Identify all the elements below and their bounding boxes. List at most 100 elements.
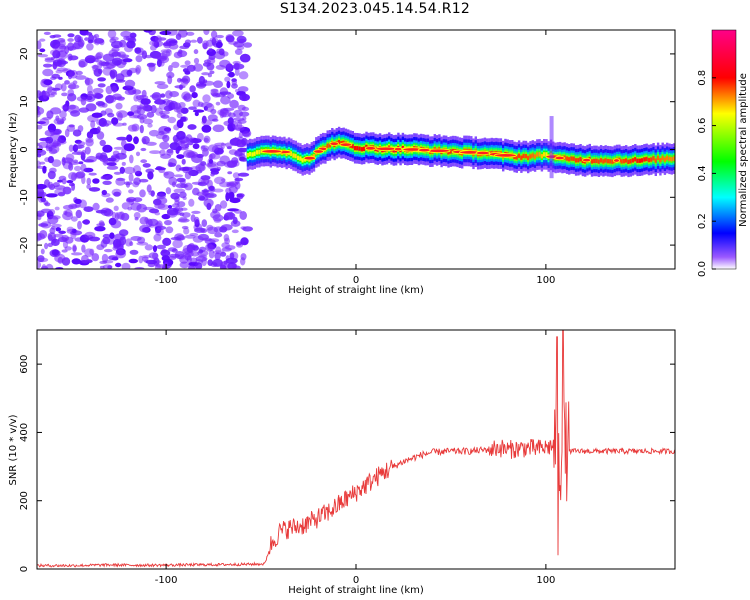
noise-blob (95, 152, 104, 160)
ridge-segment (536, 152, 539, 157)
noise-blob (201, 124, 212, 133)
noise-blob (177, 145, 182, 151)
noise-blob (155, 227, 164, 236)
noise-blob (225, 34, 235, 41)
noise-blob (177, 30, 188, 38)
noise-blob (115, 152, 127, 160)
noise-blob (231, 229, 239, 234)
ridge-peak (375, 146, 397, 151)
ridge-segment (641, 158, 644, 163)
noise-blob (140, 147, 147, 152)
noise-blob (174, 251, 185, 259)
noise-blob (119, 166, 126, 174)
noise-blob (75, 75, 87, 80)
noise-blob (64, 209, 73, 217)
snr-line (37, 330, 675, 568)
noise-blob (184, 171, 192, 180)
noise-blob (146, 184, 152, 193)
noise-blob (49, 35, 56, 39)
noise-blob (102, 180, 112, 185)
noise-blob (192, 109, 205, 113)
noise-blob (96, 126, 101, 133)
noise-blob (184, 39, 192, 45)
noise-blob (233, 109, 244, 118)
noise-blob (167, 205, 173, 209)
noise-blob (181, 158, 186, 165)
noise-blob (192, 137, 198, 143)
noise-blob (140, 98, 151, 105)
noise-blob (227, 171, 233, 175)
noise-blob (142, 118, 154, 125)
noise-blob (69, 183, 75, 187)
noise-blob (228, 149, 238, 156)
noise-blob (202, 94, 211, 103)
y-tick-label: -20 (19, 237, 30, 253)
ridge-segment (631, 158, 635, 163)
noise-blob (116, 211, 124, 220)
noise-blob (59, 110, 67, 119)
noise-blob (193, 57, 200, 65)
noise-blob (116, 136, 128, 141)
noise-blob (232, 216, 238, 225)
noise-blob (202, 40, 209, 49)
ridge-segment (634, 157, 637, 162)
colorbar-tick-label: 0.6 (697, 118, 708, 134)
noise-blob (123, 35, 130, 41)
ridge-segment (625, 158, 628, 163)
noise-blob (68, 162, 74, 171)
noise-blob (138, 255, 144, 264)
noise-blob (59, 118, 65, 124)
noise-blob (139, 124, 144, 134)
noise-blob (48, 234, 53, 242)
noise-blob (189, 85, 196, 93)
top-x-axis-label: Height of straight line (km) (288, 285, 424, 296)
noise-blob (43, 31, 51, 35)
noise-blob (116, 110, 128, 118)
noise-blob (163, 171, 169, 176)
noise-blob (241, 137, 248, 146)
noise-blob (68, 104, 76, 110)
ridge-segment (363, 146, 366, 151)
noise-blob (107, 112, 115, 118)
noise-blob (106, 157, 117, 162)
noise-blob (193, 49, 199, 55)
noise-blob (223, 234, 230, 242)
noise-blob (77, 220, 82, 230)
noise-blob (178, 167, 190, 171)
noise-blob (42, 68, 54, 77)
noise-blob (139, 189, 146, 198)
noise-blob (135, 55, 143, 63)
noise-blob (62, 204, 74, 210)
ridge-segment (533, 154, 537, 159)
ridge-segment (246, 152, 250, 158)
noise-blob (240, 237, 249, 246)
noise-blob (86, 155, 97, 163)
noise-blob (192, 187, 200, 196)
ridge-segment (290, 151, 293, 156)
noise-blob (210, 168, 220, 172)
noise-blob (227, 191, 235, 200)
ridge-segment (328, 143, 332, 148)
noise-blob (191, 210, 201, 214)
noise-blob (88, 236, 101, 242)
noise-blob (144, 105, 153, 112)
noise-blob (50, 49, 58, 56)
noise-blob (188, 264, 196, 269)
noise-blob (167, 75, 173, 85)
noise-blob (209, 37, 219, 43)
noise-blob (37, 54, 49, 58)
ridge-segment (593, 158, 596, 164)
noise-blob (212, 92, 221, 98)
noise-blob (233, 62, 240, 71)
noise-blob (39, 48, 46, 53)
ridge-segment (643, 157, 646, 162)
noise-blob (159, 141, 170, 150)
ridge-peak (329, 141, 340, 146)
noise-blob (128, 173, 134, 182)
noise-blob (159, 30, 172, 36)
noise-blob (156, 244, 166, 250)
noise-blob (140, 159, 148, 164)
noise-blob (154, 35, 162, 43)
noise-blob (203, 79, 208, 83)
noise-blob (51, 238, 60, 246)
